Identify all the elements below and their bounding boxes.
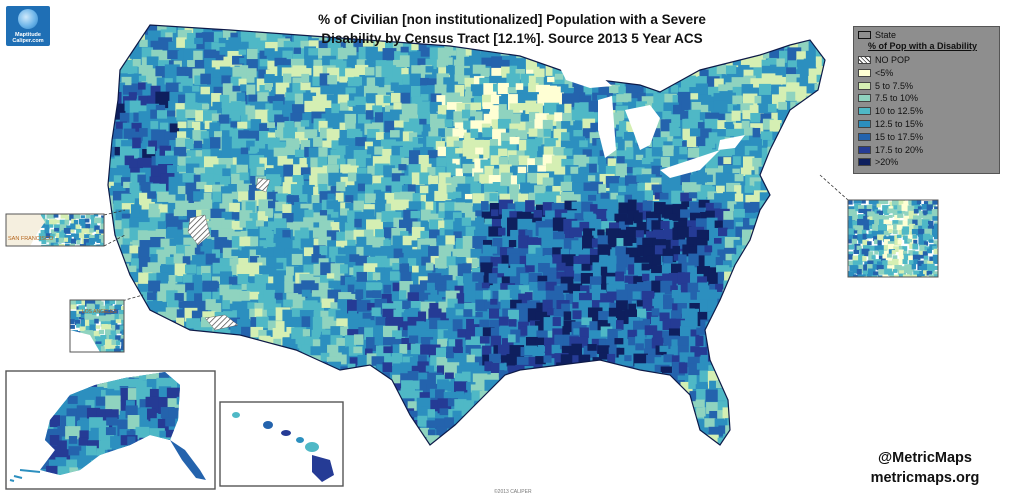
logo-line-1: Maptitude: [15, 32, 41, 38]
legend-header: % of Pop with a Disability: [868, 41, 978, 51]
logo-line-2: Caliper.com: [12, 38, 44, 44]
legend-label: 12.5 to 15%: [875, 119, 924, 129]
map-title: % of Civilian [non institutionalized] Po…: [262, 10, 762, 48]
legend-item: 12.5 to 15%: [858, 119, 923, 129]
title-line-2: Disability by Census Tract [12.1%]. Sour…: [321, 31, 703, 46]
legend-swatch: [858, 132, 871, 141]
legend-swatch: [858, 158, 871, 167]
inset-connector: [103, 174, 849, 303]
legend-label: NO POP: [875, 55, 911, 65]
legend-item: 15 to 17.5%: [858, 132, 923, 142]
legend-label: 7.5 to 10%: [875, 93, 919, 104]
title-line-1: % of Civilian [non institutionalized] Po…: [318, 12, 706, 27]
legend-label: 5 to 7.5%: [875, 80, 914, 91]
legend-swatch: [858, 94, 871, 103]
legend-state-label: State: [875, 30, 897, 40]
new-york-inset: [847, 199, 939, 278]
legend-item: NO POP: [858, 55, 910, 65]
legend-item: 17.5 to 20%: [858, 145, 923, 155]
legend-item: 10 to 12.5%: [858, 106, 923, 116]
legend-item: 7.5 to 10%: [858, 93, 918, 103]
credit-website: metricmaps.org: [870, 470, 980, 486]
alaska-inset: [5, 370, 216, 490]
legend-label: >20%: [875, 157, 899, 168]
great-lakes: [560, 68, 745, 178]
legend-item: <5%: [858, 68, 893, 78]
maptitude-logo: Maptitude Caliper.com: [6, 6, 50, 46]
san-francisco-inset: SAN FRANCISCO: [5, 213, 105, 247]
legend-swatch: [858, 107, 871, 116]
credit-handle: @MetricMaps: [878, 450, 972, 466]
legend-label: 10 to 12.5%: [875, 106, 924, 117]
map-legend: State % of Pop with a Disability NO POP <…: [853, 26, 1000, 174]
san-francisco-label: SAN FRANCISCO: [8, 236, 54, 242]
legend-label: 15 to 17.5%: [875, 131, 924, 142]
legend-swatch: [858, 81, 871, 90]
legend-swatch: [858, 120, 871, 128]
no-pop-area: [187, 177, 271, 331]
legend-swatch: [858, 68, 871, 77]
los-angeles-label: LOS ANGELES: [82, 309, 117, 315]
legend-label: 17.5 to 20%: [875, 144, 924, 155]
credit-block: @MetricMaps metricmaps.org: [850, 448, 1000, 488]
legend-swatch: [858, 145, 871, 154]
globe-icon: [18, 9, 38, 29]
legend-item: >20%: [858, 157, 898, 167]
los-angeles-inset: LOS ANGELES: [69, 299, 125, 353]
state-boundary-swatch: [858, 31, 871, 39]
copyright-text: ©2013 CALIPER: [494, 489, 532, 495]
legend-label: <5%: [875, 67, 894, 78]
hawaii-inset: [219, 401, 344, 487]
legend-swatch: [858, 56, 871, 64]
legend-item: 5 to 7.5%: [858, 81, 913, 91]
legend-state-row: State: [858, 30, 896, 40]
